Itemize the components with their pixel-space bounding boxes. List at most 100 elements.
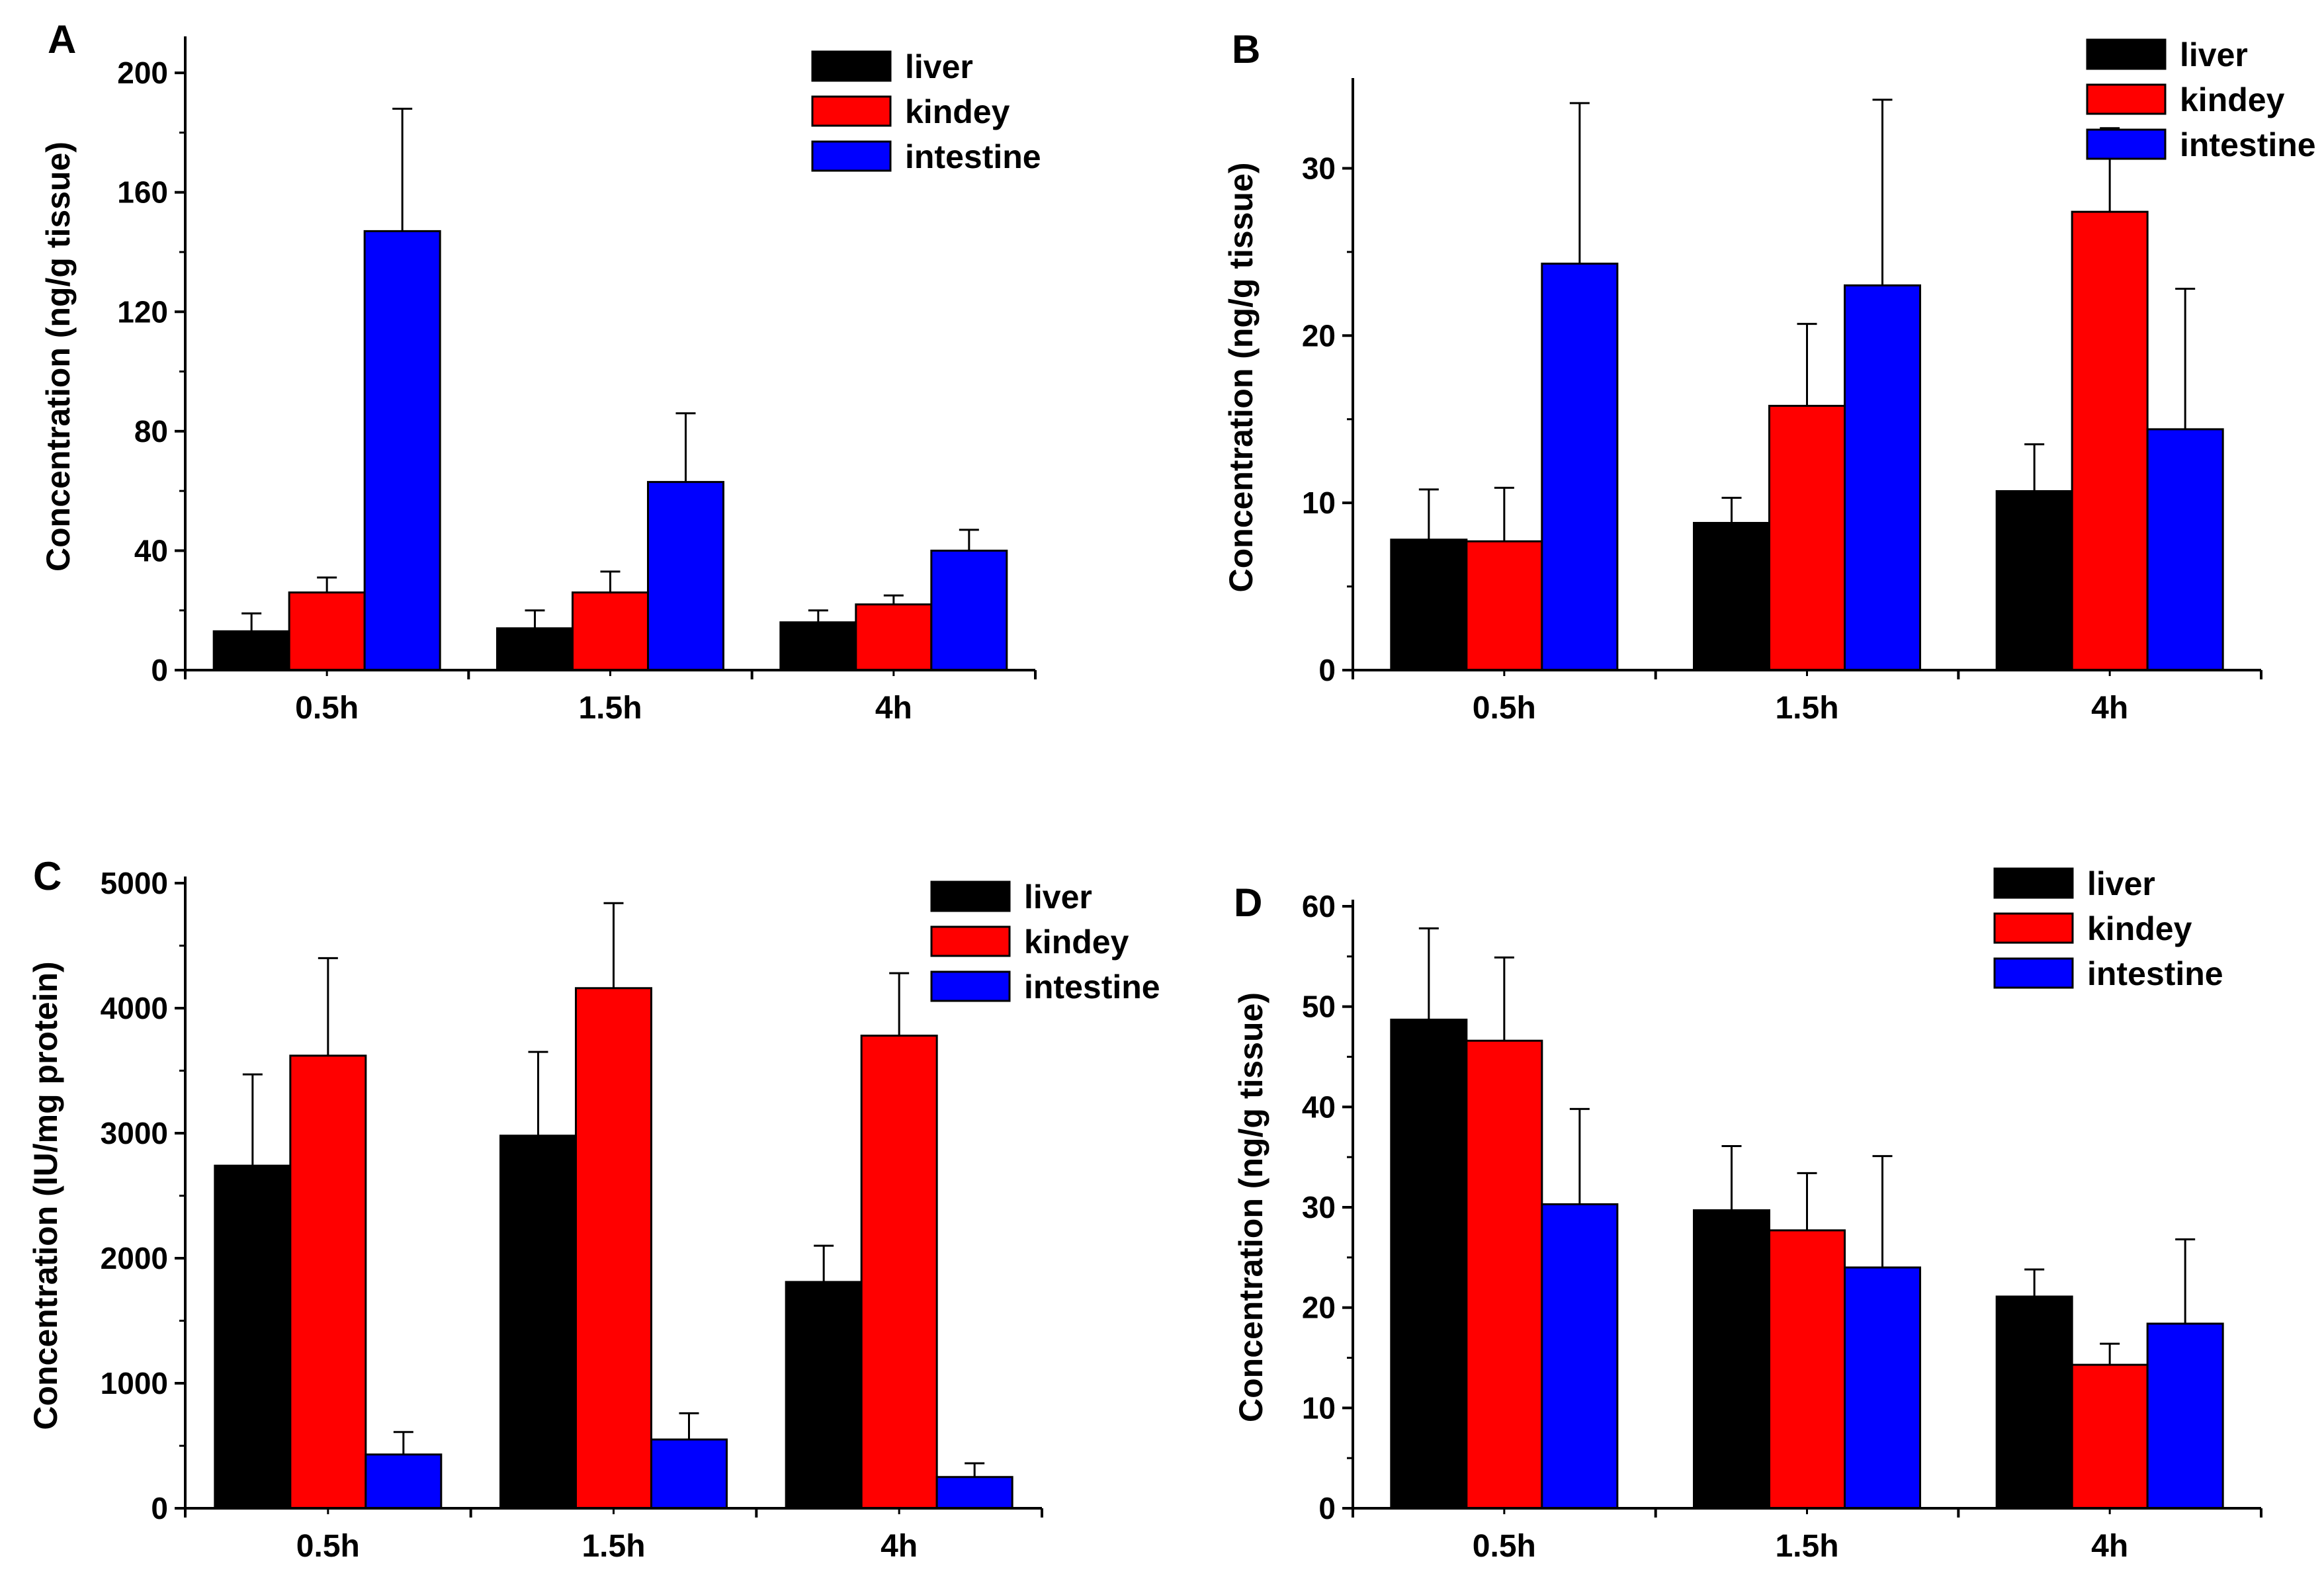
bar-c-liver-2 <box>786 1282 861 1508</box>
panel-a-letter: A <box>48 17 76 62</box>
legend-label-a-kindey: kindey <box>905 93 1010 130</box>
bar-d-intestine-0 <box>1542 1204 1617 1508</box>
panel-a-category-label-0: 0.5h <box>295 691 359 726</box>
panel-d-ytick-label-0: 0 <box>1318 1491 1336 1525</box>
panel-d-ytick-label-4: 40 <box>1302 1090 1336 1124</box>
legend-label-d-liver: liver <box>2087 865 2155 902</box>
legend-swatch-d-liver <box>1995 869 2073 898</box>
figure-canvas: A040801201602000.5h 1.5h 4hConcentration (… <box>0 0 2324 1585</box>
bar-d-kindey-2 <box>2072 1365 2147 1508</box>
bar-a-kindey-1 <box>573 593 648 670</box>
panel-c-category-label-0: 0.5h <box>296 1529 360 1564</box>
panel-c-ytick-label-2: 2000 <box>101 1241 168 1275</box>
legend-label-b-intestine: intestine <box>2180 126 2316 163</box>
panel-c-ytick-label-4: 4000 <box>101 991 168 1025</box>
panel-d: D 0 10 20 30 40 50 60 0.5h 1.5h 4h Concentration (n… <box>1232 865 2261 1564</box>
panel-c-ytick-label-5: 5000 <box>101 866 168 900</box>
panel-d-ytick-label-6: 60 <box>1302 889 1336 923</box>
panel-c-legend: liver kindey intestine <box>931 878 1160 1006</box>
bar-c-liver-0 <box>215 1166 290 1508</box>
panel-d-ytick-label-5: 50 <box>1302 990 1336 1024</box>
bar-b-intestine-0 <box>1542 264 1617 670</box>
legend-label-d-kindey: kindey <box>2087 910 2192 947</box>
bar-a-liver-0 <box>214 631 289 670</box>
panel-b-y-axis-title: Concentration (ng/g tissue) <box>1223 163 1260 593</box>
panel-a: A 0 40 80 120 160 200 0.5h 1.5h 4h Concentration (… <box>40 17 1041 726</box>
legend-label-b-kindey: kindey <box>2180 81 2285 118</box>
panel-a-category-label-2: 4h <box>875 691 912 726</box>
bar-b-kindey-2 <box>2072 212 2147 670</box>
legend-swatch-d-intestine <box>1995 959 2073 988</box>
bar-a-intestine-0 <box>365 231 440 670</box>
bar-a-liver-1 <box>497 628 573 670</box>
panel-c-category-label-1: 1.5h <box>581 1529 645 1564</box>
panel-c-ytick-label-0: 0 <box>151 1491 168 1525</box>
panel-b-legend: liver kindey intestine <box>2087 36 2316 163</box>
bar-b-liver-2 <box>1997 491 2072 670</box>
panel-c-bars <box>215 903 1012 1508</box>
bar-d-intestine-1 <box>1845 1267 1920 1508</box>
bar-a-intestine-2 <box>931 550 1007 670</box>
panel-b-ytick-label-0: 0 <box>1318 653 1336 687</box>
panel-b-ytick-label-2: 20 <box>1302 318 1336 353</box>
bar-d-liver-0 <box>1391 1019 1467 1508</box>
legend-label-b-liver: liver <box>2180 36 2248 73</box>
legend-label-c-kindey: kindey <box>1024 923 1129 961</box>
panel-d-category-label-2: 4h <box>2091 1529 2128 1564</box>
panel-b: B 0 10 20 30 0.5h 1.5h 4h Concentration (ng/g ti… <box>1223 27 2316 726</box>
panel-b-ytick-label-3: 30 <box>1302 151 1336 185</box>
panel-d-y-axis-title: Concentration (ng/g tissue) <box>1232 992 1270 1422</box>
panel-c: C 0 1000 2000 3000 4000 5000 0.5h 1.5h 4h Concentr… <box>27 854 1160 1564</box>
bar-b-intestine-2 <box>2147 429 2223 670</box>
bar-d-intestine-2 <box>2147 1324 2223 1508</box>
panel-d-letter: D <box>1234 880 1262 925</box>
bar-d-kindey-0 <box>1467 1041 1542 1508</box>
panel-b-ytick-label-1: 10 <box>1302 486 1336 520</box>
legend-swatch-b-intestine <box>2087 130 2165 159</box>
bar-d-liver-2 <box>1997 1297 2072 1508</box>
panel-b-letter: B <box>1232 27 1260 71</box>
legend-swatch-a-kindey <box>812 97 890 126</box>
legend-label-a-intestine: intestine <box>905 138 1041 175</box>
bar-b-kindey-0 <box>1467 541 1542 670</box>
legend-swatch-c-liver <box>931 882 1010 911</box>
panel-b-category-label-2: 4h <box>2091 691 2128 726</box>
panel-a-bars <box>214 108 1007 670</box>
panel-b-category-label-1: 1.5h <box>1775 691 1838 726</box>
bar-c-intestine-0 <box>366 1455 441 1508</box>
panel-c-ytick-label-3: 3000 <box>101 1116 168 1150</box>
panel-a-ytick-label-0: 0 <box>151 653 168 687</box>
legend-swatch-b-liver <box>2087 40 2165 69</box>
bar-b-liver-0 <box>1391 540 1467 670</box>
legend-swatch-a-intestine <box>812 142 890 171</box>
panel-a-ytick-label-2: 80 <box>134 414 168 449</box>
panel-b-category-label-0: 0.5h <box>1473 691 1536 726</box>
panel-a-ytick-label-5: 200 <box>117 56 168 90</box>
panel-d-category-label-0: 0.5h <box>1473 1529 1536 1564</box>
bar-c-kindey-2 <box>861 1036 937 1508</box>
bar-b-kindey-1 <box>1770 406 1845 670</box>
panel-a-category-label-1: 1.5h <box>578 691 642 726</box>
panel-c-letter: C <box>33 854 62 898</box>
bar-c-liver-1 <box>501 1136 576 1508</box>
bar-c-kindey-1 <box>576 988 652 1508</box>
legend-label-a-liver: liver <box>905 48 973 85</box>
panel-c-category-label-2: 4h <box>881 1529 918 1564</box>
panel-d-ytick-label-2: 20 <box>1302 1291 1336 1325</box>
panel-c-y-axis-title: Concentration (IU/mg protein) <box>27 961 64 1430</box>
bar-d-liver-1 <box>1694 1211 1770 1508</box>
bar-d-kindey-1 <box>1770 1230 1845 1508</box>
bar-a-kindey-0 <box>289 593 365 670</box>
bar-a-kindey-2 <box>856 605 931 670</box>
legend-label-d-intestine: intestine <box>2087 955 2223 992</box>
panel-a-y-axis-title: Concentration (ng/g tissue) <box>40 142 77 572</box>
legend-swatch-c-intestine <box>931 972 1010 1001</box>
bar-b-liver-1 <box>1694 523 1770 670</box>
bar-b-intestine-1 <box>1845 285 1920 670</box>
panel-a-ytick-label-4: 160 <box>117 175 168 210</box>
panel-a-ytick-label-1: 40 <box>134 533 168 568</box>
legend-swatch-a-liver <box>812 52 890 81</box>
legend-label-c-intestine: intestine <box>1024 968 1160 1006</box>
panel-a-ytick-label-3: 120 <box>117 294 168 329</box>
bar-a-intestine-1 <box>648 482 724 670</box>
